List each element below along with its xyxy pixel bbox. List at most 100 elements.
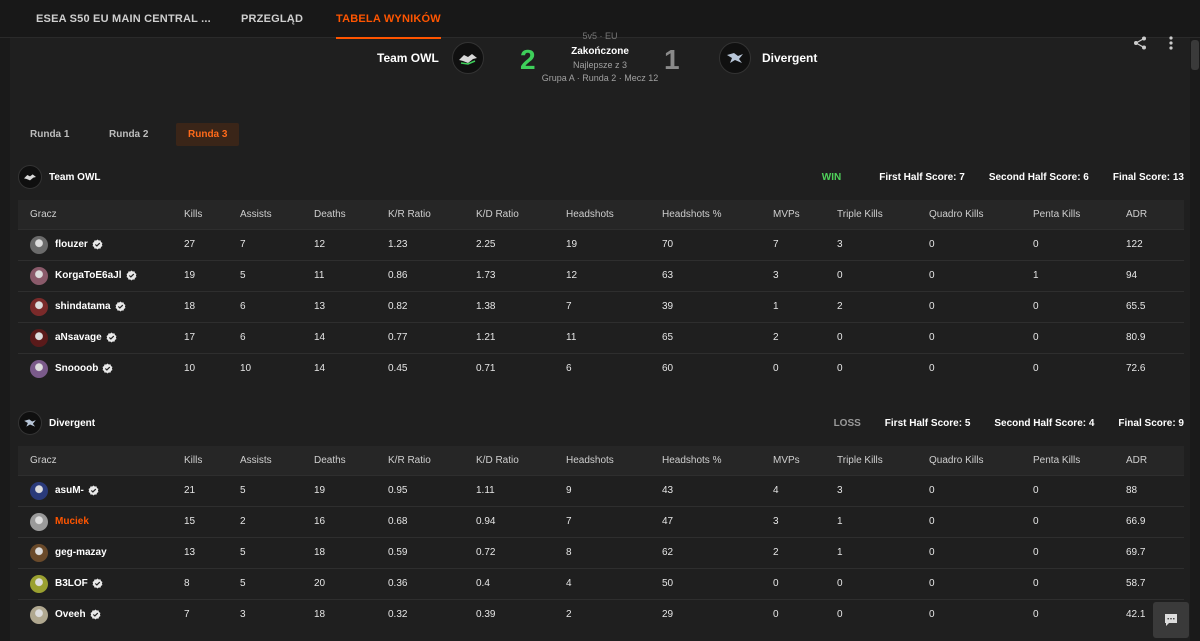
avatar[interactable] bbox=[30, 512, 48, 531]
player-cell[interactable]: aNsavage bbox=[30, 328, 184, 347]
player-name[interactable]: Snoooob bbox=[55, 363, 99, 375]
column-header[interactable]: K/D Ratio bbox=[476, 446, 566, 475]
table-row: shindatama 18 6 13 0.82 1.38 7 39 1 2 0 0 65.5 bbox=[18, 290, 1184, 322]
team1-name[interactable]: Team OWL bbox=[377, 51, 439, 65]
player-cell[interactable]: Snoooob bbox=[30, 359, 184, 378]
scrollbar[interactable] bbox=[1190, 38, 1200, 641]
stat-cell-deaths: 13 bbox=[314, 290, 388, 322]
team2-small-logo[interactable] bbox=[18, 411, 42, 435]
avatar[interactable] bbox=[30, 235, 48, 254]
stat-cell-k-d-ratio: 1.11 bbox=[476, 474, 566, 506]
column-header[interactable]: Penta Kills bbox=[1033, 446, 1126, 475]
column-header[interactable]: Quadro Kills bbox=[929, 446, 1033, 475]
column-header[interactable]: K/D Ratio bbox=[476, 200, 566, 229]
column-header[interactable]: Gracz bbox=[18, 200, 184, 229]
nav-tab-competition[interactable]: ESEA S50 EU MAIN CENTRAL ... bbox=[36, 13, 211, 25]
column-header[interactable]: Deaths bbox=[314, 446, 388, 475]
nav-tab-scoreboard[interactable]: TABELA WYNIKÓW bbox=[336, 0, 441, 39]
player-name[interactable]: Oveeh bbox=[55, 609, 86, 621]
nav-tab-overview[interactable]: PRZEGLĄD bbox=[241, 13, 304, 25]
avatar[interactable] bbox=[30, 543, 48, 562]
avatar[interactable] bbox=[30, 297, 48, 316]
stat-cell-k-r-ratio: 0.77 bbox=[388, 321, 476, 353]
team1-small-logo[interactable] bbox=[18, 165, 42, 189]
column-header[interactable]: MVPs bbox=[773, 200, 837, 229]
stat-cell-k-d-ratio: 0.71 bbox=[476, 352, 566, 384]
column-header[interactable]: K/R Ratio bbox=[388, 200, 476, 229]
column-header[interactable]: Triple Kills bbox=[837, 200, 929, 229]
player-name[interactable]: shindatama bbox=[55, 301, 111, 312]
stat-cell-headshots: 50 bbox=[662, 567, 773, 599]
round-tab-3[interactable]: Runda 3 bbox=[176, 123, 240, 146]
column-header[interactable]: Deaths bbox=[314, 200, 388, 229]
stat-cell-triple-kills: 3 bbox=[837, 474, 929, 506]
round-tab-1[interactable]: Runda 1 bbox=[30, 129, 70, 140]
player-name[interactable]: aNsavage bbox=[55, 332, 102, 343]
column-header[interactable]: ADR bbox=[1126, 446, 1184, 475]
player-name[interactable]: geg-mazay bbox=[55, 547, 107, 558]
scrollbar-thumb[interactable] bbox=[1191, 40, 1199, 70]
column-header[interactable]: Headshots % bbox=[662, 200, 773, 229]
avatar[interactable] bbox=[30, 328, 48, 347]
player-name[interactable]: Muciek bbox=[55, 516, 89, 527]
share-icon[interactable] bbox=[1131, 34, 1149, 52]
avatar[interactable] bbox=[30, 605, 48, 624]
table-row: Oveeh 7 3 18 0.32 0.39 2 29 0 0 0 0 42.1 bbox=[18, 598, 1184, 630]
player-cell[interactable]: KorgaToE6aJl bbox=[30, 266, 184, 285]
match-best-of: Najlepsze z 3 bbox=[572, 60, 628, 70]
column-header[interactable]: Headshots bbox=[566, 446, 662, 475]
team2-logo[interactable] bbox=[719, 42, 751, 74]
stat-cell-headshots: 70 bbox=[662, 228, 773, 260]
team1-logo[interactable] bbox=[452, 42, 484, 74]
stat-cell-penta-kills: 0 bbox=[1033, 290, 1126, 322]
player-name[interactable]: flouzer bbox=[55, 239, 88, 250]
column-header[interactable]: K/R Ratio bbox=[388, 446, 476, 475]
player-cell[interactable]: Oveeh bbox=[30, 605, 184, 624]
table-row: aNsavage 17 6 14 0.77 1.21 11 65 2 0 0 0 80.9 bbox=[18, 321, 1184, 353]
avatar[interactable] bbox=[30, 574, 48, 593]
column-header[interactable]: Assists bbox=[240, 200, 314, 229]
table-row: KorgaToE6aJl 19 5 11 0.86 1.73 12 63 3 0 0 1 94 bbox=[18, 259, 1184, 291]
column-header[interactable]: Gracz bbox=[18, 446, 184, 475]
team2-name[interactable]: Divergent bbox=[762, 51, 818, 65]
avatar[interactable] bbox=[30, 266, 48, 285]
round-tab-2[interactable]: Runda 2 bbox=[109, 129, 149, 140]
stat-cell-adr: 66.9 bbox=[1126, 505, 1184, 537]
column-header[interactable]: Kills bbox=[184, 446, 240, 475]
player-cell[interactable]: B3LOF bbox=[30, 574, 184, 593]
column-header[interactable]: Headshots bbox=[566, 200, 662, 229]
stat-cell-k-d-ratio: 0.4 bbox=[476, 567, 566, 599]
column-header[interactable]: Penta Kills bbox=[1033, 200, 1126, 229]
player-cell[interactable]: asuM- bbox=[30, 481, 184, 500]
stat-cell-quadro-kills: 0 bbox=[929, 290, 1033, 322]
stat-cell-deaths: 14 bbox=[314, 352, 388, 384]
column-header[interactable]: Quadro Kills bbox=[929, 200, 1033, 229]
stat-cell-kills: 21 bbox=[184, 474, 240, 506]
player-cell[interactable]: flouzer bbox=[30, 235, 184, 254]
stat-cell-k-r-ratio: 1.23 bbox=[388, 228, 476, 260]
player-name[interactable]: asuM- bbox=[55, 485, 84, 496]
column-header[interactable]: Headshots % bbox=[662, 446, 773, 475]
table-header-row: Gracz Kills Assists Deaths K/R Ratio K/D Rati… bbox=[18, 200, 1184, 229]
team2-section-name[interactable]: Divergent bbox=[49, 417, 96, 429]
column-header[interactable]: MVPs bbox=[773, 446, 837, 475]
column-header[interactable]: Kills bbox=[184, 200, 240, 229]
stat-cell-deaths: 12 bbox=[314, 228, 388, 260]
player-cell[interactable]: geg-mazay bbox=[30, 543, 184, 562]
stat-cell-penta-kills: 0 bbox=[1033, 567, 1126, 599]
team1-stats-table: Gracz Kills Assists Deaths K/R Ratio K/D Rati… bbox=[18, 200, 1184, 384]
avatar[interactable] bbox=[30, 481, 48, 500]
more-vertical-icon[interactable] bbox=[1162, 34, 1180, 52]
player-name[interactable]: KorgaToE6aJl bbox=[55, 270, 122, 281]
player-cell[interactable]: shindatama bbox=[30, 297, 184, 316]
player-cell[interactable]: Muciek bbox=[30, 512, 184, 531]
team1-section-name[interactable]: Team OWL bbox=[49, 171, 101, 183]
column-header[interactable]: Assists bbox=[240, 446, 314, 475]
chat-button[interactable] bbox=[1153, 602, 1189, 638]
column-header[interactable]: ADR bbox=[1126, 200, 1184, 229]
stat-cell-mvps: 4 bbox=[773, 474, 837, 506]
column-header[interactable]: Triple Kills bbox=[837, 446, 929, 475]
player-name[interactable]: B3LOF bbox=[55, 578, 88, 589]
avatar[interactable] bbox=[30, 359, 48, 378]
stat-cell-quadro-kills: 0 bbox=[929, 352, 1033, 384]
